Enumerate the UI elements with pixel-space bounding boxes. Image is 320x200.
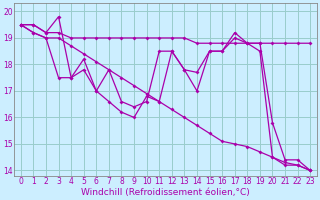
X-axis label: Windchill (Refroidissement éolien,°C): Windchill (Refroidissement éolien,°C) <box>81 188 250 197</box>
